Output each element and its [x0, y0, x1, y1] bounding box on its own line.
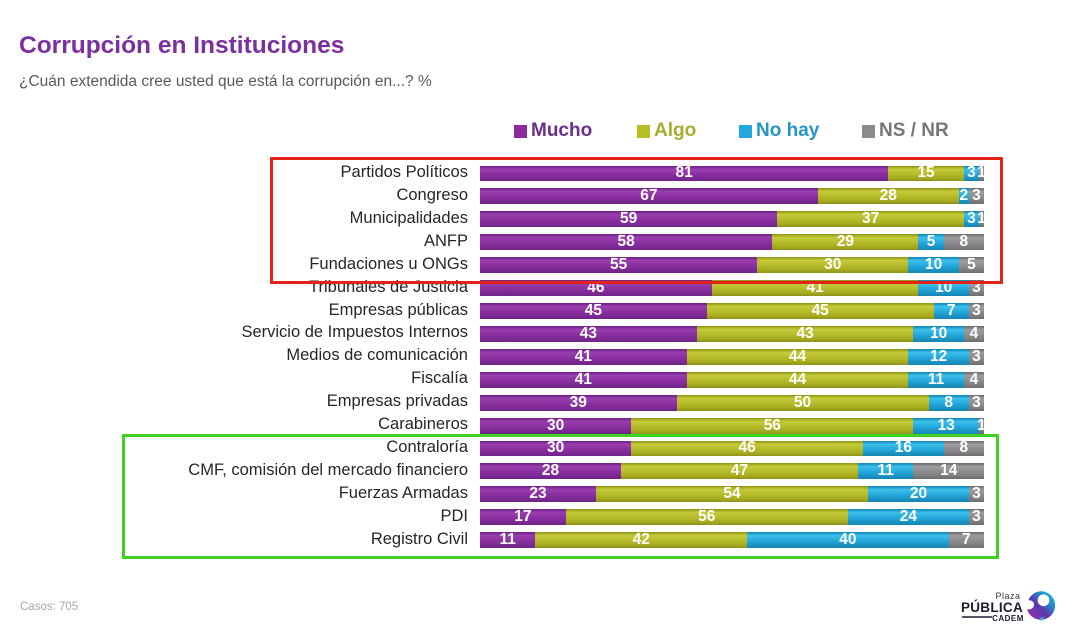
svg-text:CADEM: CADEM — [992, 614, 1024, 623]
svg-text:PÚBLICA: PÚBLICA — [961, 600, 1023, 615]
